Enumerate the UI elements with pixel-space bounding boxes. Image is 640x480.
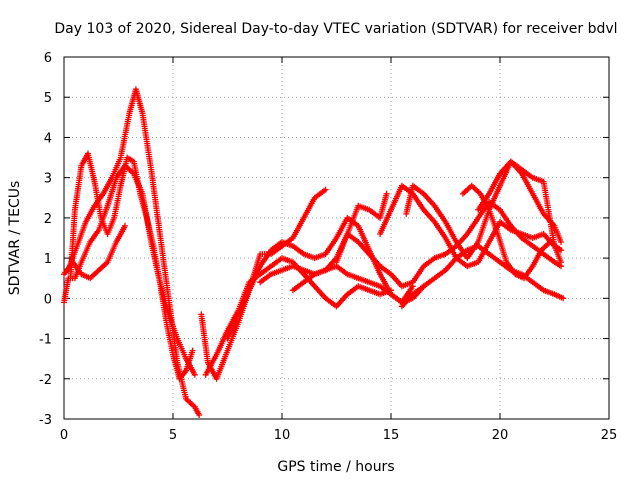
series-track-15 [475,158,564,266]
series-track-9 [289,263,427,306]
y-axis-label: SDTVAR / TECUs [7,181,23,296]
y-tick-label: -3 [39,413,52,428]
x-tick-label: 0 [60,428,68,443]
y-tick-label: 2 [44,212,52,227]
y-tick-label: 1 [44,252,52,267]
data-point-markers [202,255,394,378]
data-point-markers [289,263,427,306]
y-tick-label: 0 [44,292,52,307]
y-tick-label: 5 [44,91,52,106]
y-tick-label: 6 [44,51,52,66]
series-track-4 [61,222,128,282]
x-tick-label: 25 [601,428,618,443]
plot-frame [63,56,610,420]
data-point-markers [333,198,564,290]
data-markers [61,86,567,418]
data-point-markers [403,158,564,262]
y-tick-label: -1 [39,333,52,348]
series-track-10 [333,198,564,290]
data-point-markers [459,182,564,282]
y-tick-label: 3 [44,172,52,187]
data-point-markers [475,158,564,266]
x-tick-label: 10 [274,428,291,443]
x-tick-label: 5 [169,428,177,443]
series-track-13 [403,158,564,262]
series-track-6 [202,255,394,378]
chart-title: Day 103 of 2020, Sidereal Day-to-day VTE… [54,21,617,37]
data-point-markers [61,222,128,282]
y-tick-label: 4 [44,131,52,146]
x-tick-label: 15 [383,428,400,443]
axis-ticks: 0 5 10 15 20 25 -3 -2 -1 0 1 2 3 4 5 6 [39,51,617,443]
data-point-markers [224,214,416,342]
series-track-7 [224,214,416,342]
x-tick-label: 20 [492,428,509,443]
x-axis-label: GPS time / hours [277,459,394,475]
y-tick-label: -2 [39,373,52,388]
series-track-14 [459,182,564,282]
